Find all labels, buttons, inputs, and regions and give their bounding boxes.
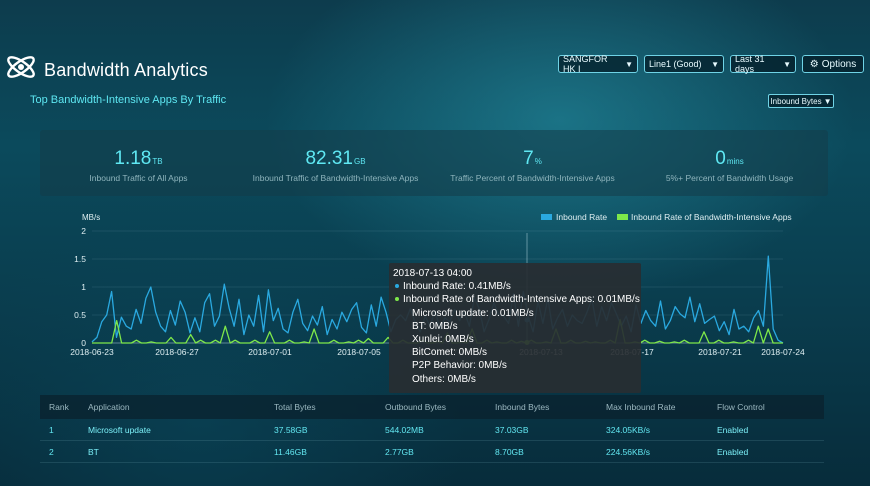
inbound-dot-icon xyxy=(395,284,399,289)
stat-unit: GB xyxy=(353,157,366,166)
stat-value: 82.31 xyxy=(305,148,353,169)
stat-label: Inbound Traffic of All Apps xyxy=(89,173,188,183)
legend-label-intensive: Inbound Rate of Bandwidth-Intensive Apps xyxy=(631,212,792,222)
tooltip-line-text: Inbound Rate: 0.41MB/s xyxy=(403,281,511,293)
tooltip-line: Inbound Rate: 0.41MB/s xyxy=(393,280,637,293)
stat-label: Inbound Traffic of Bandwidth-Intensive A… xyxy=(252,173,419,183)
range-select-value: Last 31 days xyxy=(735,54,765,74)
stat-total-inbound: 1.18TB Inbound Traffic of All Apps xyxy=(40,130,237,196)
stat-unit: mins xyxy=(726,157,744,166)
column-header-flow-control[interactable]: Flow Control xyxy=(717,402,765,412)
tooltip-line: Xunlei: 0MB/s xyxy=(412,334,474,346)
chevron-down-icon: ▼ xyxy=(711,59,719,69)
tooltip-line: BitComet: 0MB/s xyxy=(412,347,488,359)
column-header-max-inbound-rate[interactable]: Max Inbound Rate xyxy=(606,402,676,412)
app-title: Bandwidth Analytics xyxy=(44,60,208,80)
column-header-rank[interactable]: Rank xyxy=(49,402,69,412)
stat-label: 5%+ Percent of Bandwidth Usage xyxy=(665,173,794,183)
x-tick-label: 2018-06-23 xyxy=(70,347,114,357)
column-header-application[interactable]: Application xyxy=(88,402,130,412)
table-header: Rank Application Total Bytes Outbound By… xyxy=(40,395,824,419)
tooltip-title: 2018-07-13 04:00 xyxy=(393,268,472,279)
legend-swatch-intensive xyxy=(617,214,628,220)
stat-value: 7 xyxy=(523,148,534,169)
y-axis-label: MB/s xyxy=(82,213,100,222)
tooltip-line: P2P Behavior: 0MB/s xyxy=(412,360,507,372)
cell-max-inbound-rate: 324.05KB/s xyxy=(606,424,650,435)
direction-select[interactable]: Inbound Bytes ▼ xyxy=(768,94,834,108)
x-tick-label: 2018-06-27 xyxy=(155,347,199,357)
column-header-outbound-bytes[interactable]: Outbound Bytes xyxy=(385,402,446,412)
line-select[interactable]: Line1 (Good) ▼ xyxy=(644,55,724,73)
tooltip-line: Inbound Rate of Bandwidth-Intensive Apps… xyxy=(393,293,640,306)
tooltip-line: Others: 0MB/s xyxy=(412,373,476,385)
cell-outbound-bytes: 2.77GB xyxy=(385,446,414,457)
cell-total-bytes: 37.58GB xyxy=(274,424,308,435)
atom-icon xyxy=(7,56,35,78)
stat-unit: % xyxy=(534,157,542,166)
column-header-total-bytes[interactable]: Total Bytes xyxy=(274,402,316,412)
stat-intensive-inbound: 82.31GB Inbound Traffic of Bandwidth-Int… xyxy=(237,130,434,196)
cell-flow-control[interactable]: Enabled xyxy=(717,446,749,457)
y-tick-label: 1.5 xyxy=(74,254,86,264)
intensive-dot-icon xyxy=(395,297,399,302)
table-row[interactable]: 2 BT 11.46GB 2.77GB 8.70GB 224.56KB/s En… xyxy=(40,441,824,463)
stat-traffic-percent: 7% Traffic Percent of Bandwidth-Intensiv… xyxy=(434,130,631,196)
cell-outbound-bytes: 544.02MB xyxy=(385,424,424,435)
stat-bandwidth-usage: 0mins 5%+ Percent of Bandwidth Usage xyxy=(631,130,828,196)
x-tick-label: 2018-07-01 xyxy=(248,347,292,357)
x-tick-label: 2018-07-21 xyxy=(698,347,742,357)
tooltip-line: Microsoft update: 0.01MB/s xyxy=(412,307,534,319)
x-tick-label: 2018-07-05 xyxy=(337,347,381,357)
table-row[interactable]: 1 Microsoft update 37.58GB 544.02MB 37.0… xyxy=(40,419,824,441)
cell-application[interactable]: BT xyxy=(88,446,99,457)
x-tick-label: 2018-07-24 xyxy=(761,347,805,357)
options-label: Options xyxy=(821,58,857,70)
cell-application[interactable]: Microsoft update xyxy=(88,424,151,435)
apps-table: Rank Application Total Bytes Outbound By… xyxy=(40,395,824,463)
tooltip-line-text: Inbound Rate of Bandwidth-Intensive Apps… xyxy=(403,294,640,306)
stats-panel: 1.18TB Inbound Traffic of All Apps 82.31… xyxy=(40,130,828,196)
cell-flow-control[interactable]: Enabled xyxy=(717,424,749,435)
direction-select-value: Inbound Bytes xyxy=(770,96,822,106)
cell-rank: 2 xyxy=(49,446,54,457)
stat-unit: TB xyxy=(152,157,163,166)
column-header-inbound-bytes[interactable]: Inbound Bytes xyxy=(495,402,550,412)
stat-value: 1.18 xyxy=(114,148,152,169)
device-select-value: SANGFOR HK I xyxy=(563,54,608,74)
header-controls: SANGFOR HK I ▼ Line1 (Good) ▼ Last 31 da… xyxy=(558,54,864,74)
y-tick-label: 2 xyxy=(81,226,86,236)
device-select[interactable]: SANGFOR HK I ▼ xyxy=(558,54,638,74)
legend-swatch-inbound xyxy=(541,214,552,220)
range-select[interactable]: Last 31 days ▼ xyxy=(730,54,796,74)
chart-tooltip: 2018-07-13 04:00 Inbound Rate: 0.41MB/s … xyxy=(389,263,641,393)
legend-label-inbound: Inbound Rate xyxy=(556,212,607,222)
tooltip-line: BT: 0MB/s xyxy=(412,320,458,332)
gear-icon: ⚙ xyxy=(809,58,819,70)
cell-total-bytes: 11.46GB xyxy=(274,446,307,457)
top-bar: Bandwidth Analytics SANGFOR HK I ▼ Line1… xyxy=(0,0,870,90)
cell-inbound-bytes: 37.03GB xyxy=(495,424,529,435)
y-tick-label: 0.5 xyxy=(74,310,86,320)
cell-inbound-bytes: 8.70GB xyxy=(495,446,524,457)
chevron-down-icon: ▼ xyxy=(625,59,633,69)
section-title: Top Bandwidth-Intensive Apps By Traffic xyxy=(30,94,227,106)
line-select-value: Line1 (Good) xyxy=(649,59,702,69)
stat-value: 0 xyxy=(715,148,726,169)
chevron-down-icon: ▼ xyxy=(823,96,832,106)
cell-rank: 1 xyxy=(49,424,54,435)
stat-label: Traffic Percent of Bandwidth-Intensive A… xyxy=(450,173,615,183)
y-tick-label: 0 xyxy=(81,338,86,348)
chevron-down-icon: ▼ xyxy=(783,59,791,69)
options-button[interactable]: ⚙ Options xyxy=(802,55,864,73)
y-tick-label: 1 xyxy=(81,282,86,292)
cell-max-inbound-rate: 224.56KB/s xyxy=(606,446,650,457)
